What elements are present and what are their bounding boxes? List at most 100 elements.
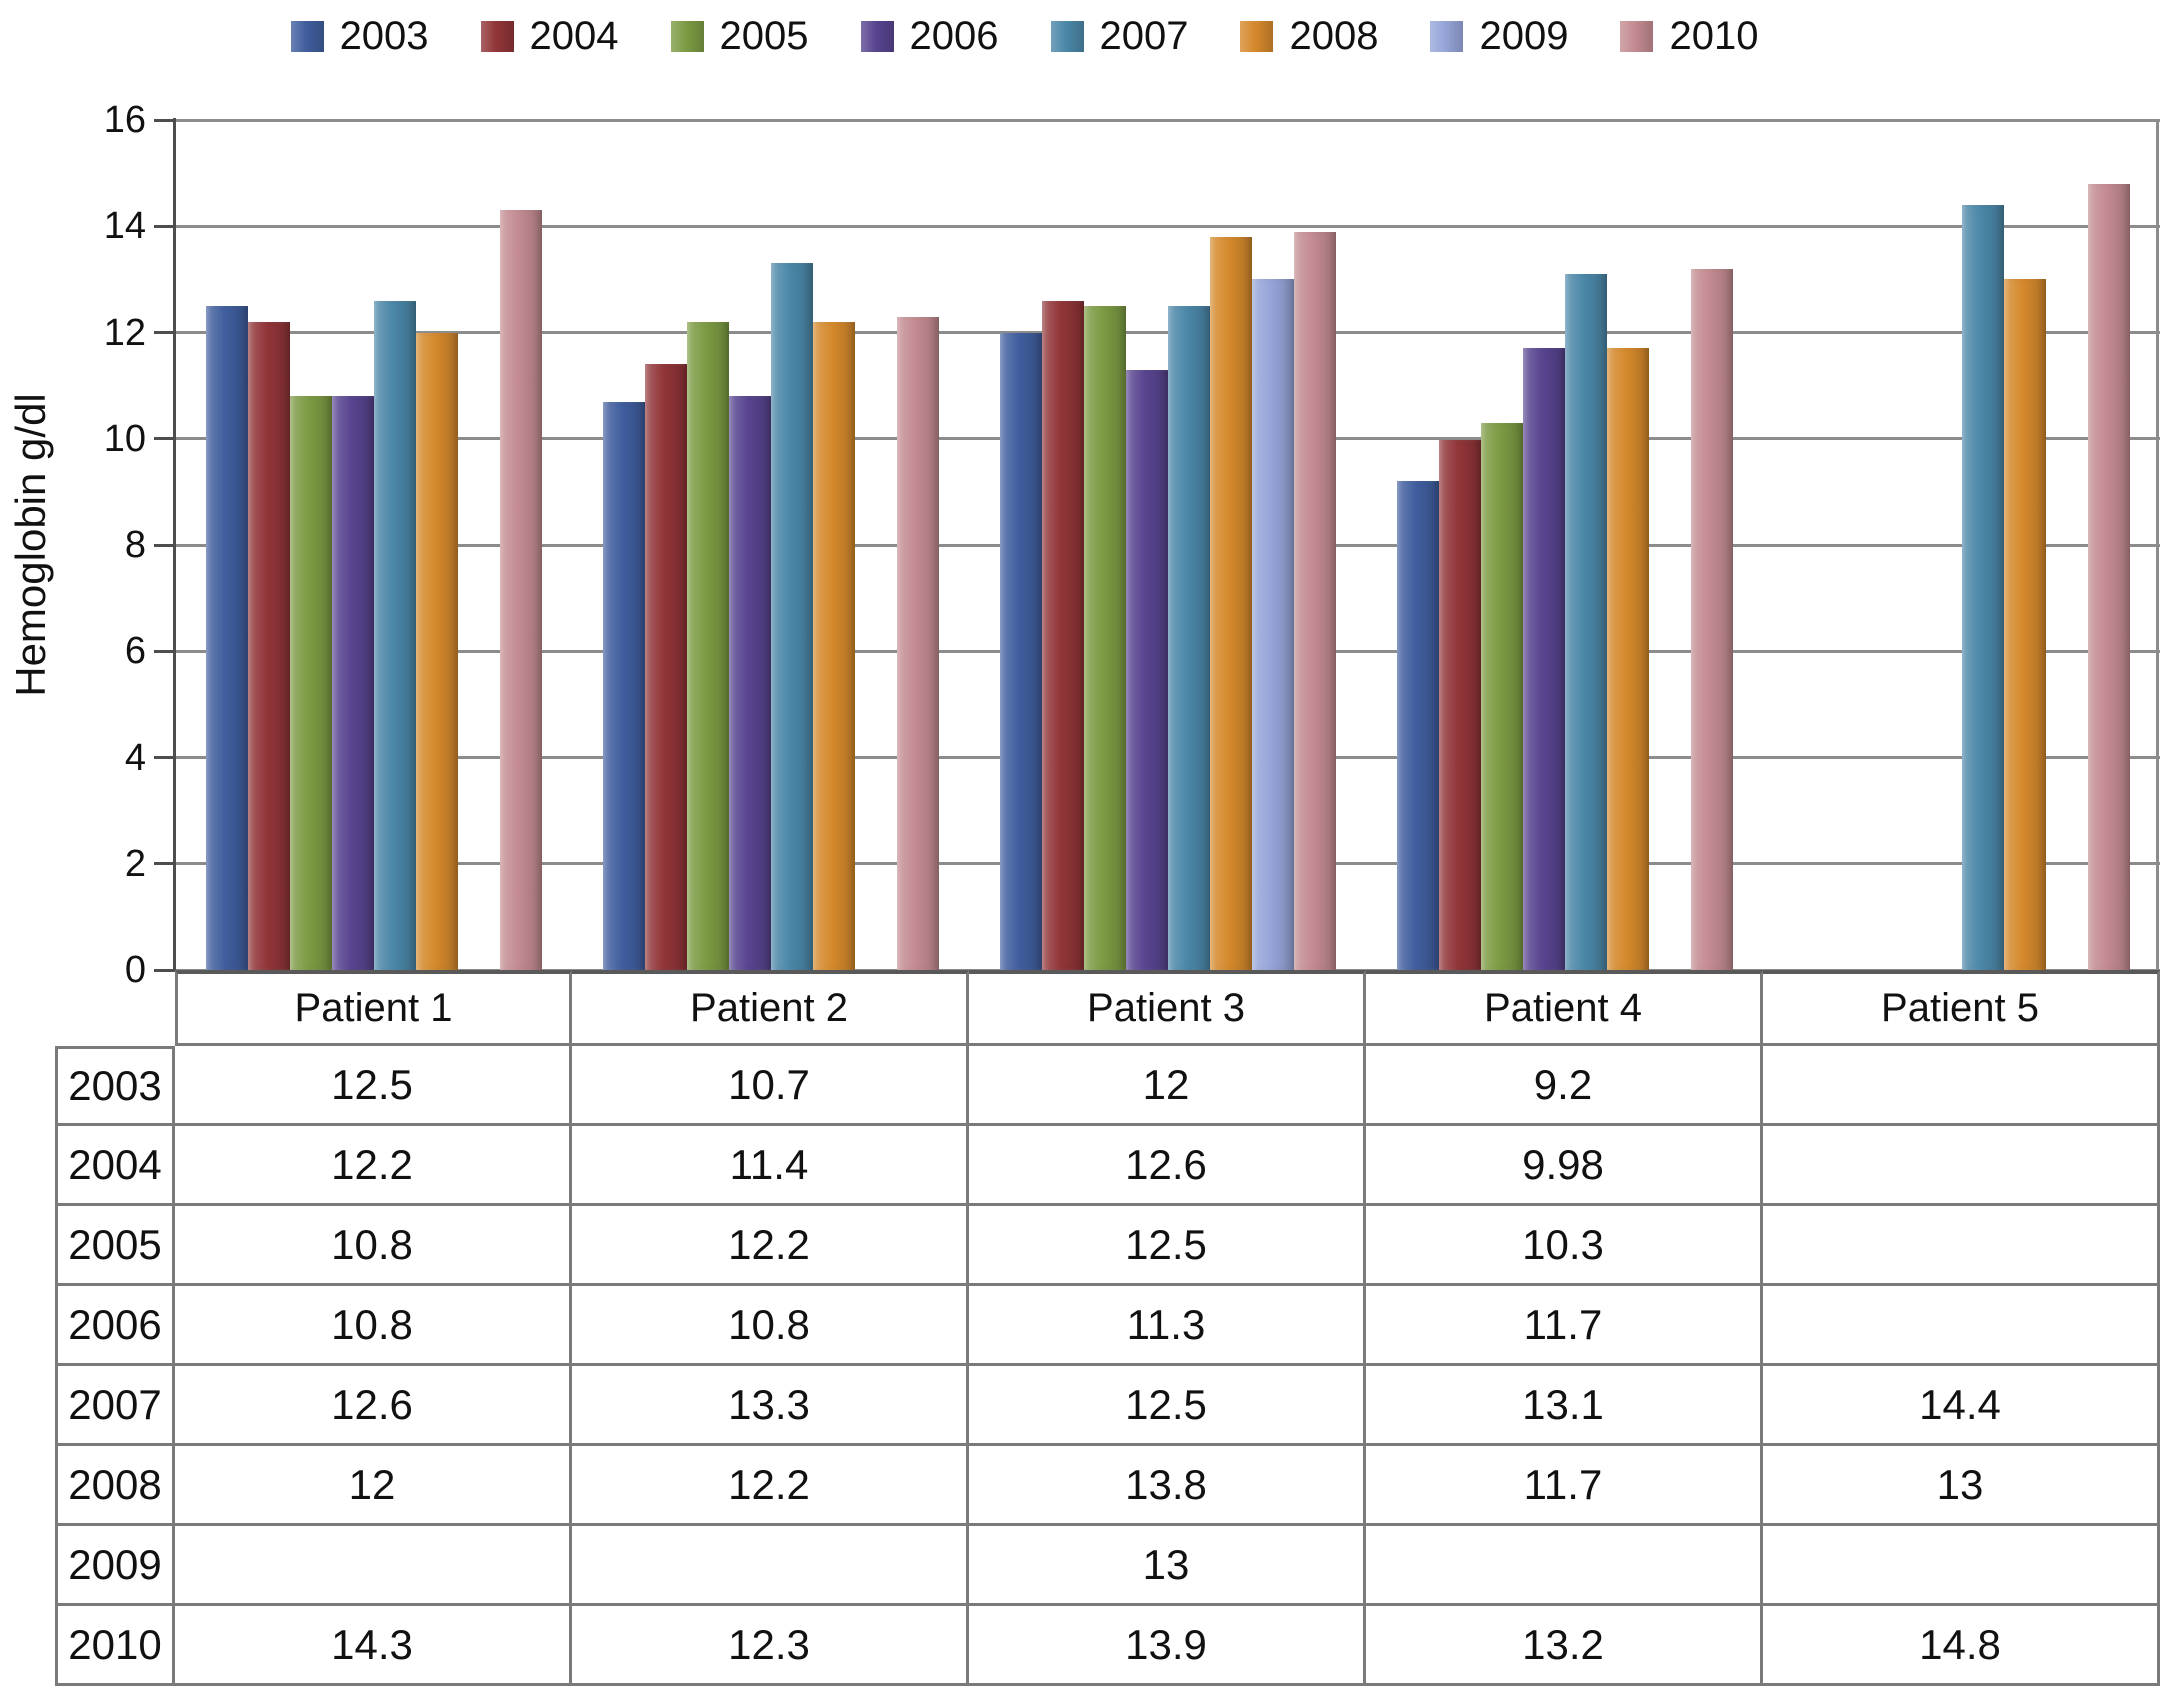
legend-swatch-icon [290, 20, 324, 52]
table-year-cell: 2003 [55, 1046, 175, 1126]
bar-patient1-2005 [289, 396, 332, 970]
table-year-cell: 2006 [55, 1286, 175, 1366]
bar-patient2-2006 [728, 396, 771, 970]
y-tick-label: 14 [103, 205, 146, 248]
bar-patient2-2003 [602, 401, 645, 970]
bar-patient1-2010 [499, 210, 542, 970]
table-value-cell: 12.2 [572, 1446, 969, 1526]
table-value-cell [1763, 1126, 2160, 1206]
bar-patient1-2007 [373, 300, 416, 970]
legend-item: 2009 [1430, 16, 1568, 56]
y-axis-line [173, 118, 176, 972]
legend-swatch-icon [1620, 20, 1654, 52]
table-value-cell: 9.98 [1366, 1126, 1763, 1206]
table-header-cell: Patient 1 [175, 970, 572, 1046]
bar-patient3-2004 [1041, 300, 1084, 970]
gridline [175, 224, 2160, 228]
legend-label: 2006 [909, 14, 999, 58]
table-value-cell: 12.6 [175, 1366, 572, 1446]
bar-patient4-2010 [1690, 268, 1733, 970]
bar-patient2-2008 [812, 321, 855, 970]
bar-patient3-2010 [1293, 231, 1336, 970]
data-table: Patient 1 Patient 2 Patient 3 Patient 4 Pati… [55, 970, 2160, 1686]
y-tick-label: 8 [124, 524, 146, 566]
legend-label: 2010 [1669, 14, 1759, 58]
table-value-cell: 12.3 [572, 1606, 969, 1686]
bar-patient5-2010 [2087, 183, 2130, 970]
table-value-cell: 12.2 [175, 1126, 572, 1206]
y-axis-tick [154, 331, 175, 334]
bar-patient3-2006 [1125, 369, 1168, 970]
legend-item: 2003 [290, 14, 429, 58]
legend-swatch-icon [670, 20, 704, 52]
y-tick-label: 0 [124, 949, 146, 991]
legend-label: 2009 [1479, 14, 1569, 58]
bar-patient2-2005 [686, 321, 729, 970]
table-value-cell: 14.4 [1763, 1366, 2160, 1446]
table-value-cell: 13.2 [1366, 1606, 1763, 1686]
bar-patient3-2003 [999, 332, 1042, 970]
bar-patient4-2006 [1522, 348, 1565, 970]
table-header-cell: Patient 3 [969, 970, 1366, 1046]
table-value-cell [1366, 1526, 1763, 1606]
bar-patient1-2004 [247, 321, 290, 970]
legend-swatch-icon [1240, 20, 1274, 52]
table-value-cell: 13 [1763, 1446, 2160, 1526]
table-year-cell: 2009 [55, 1526, 175, 1606]
y-axis-tick [154, 224, 175, 228]
table-value-cell: 12 [969, 1046, 1366, 1126]
y-axis-tick [154, 118, 175, 122]
table-value-cell: 9.2 [1366, 1046, 1763, 1126]
legend-swatch-icon [1430, 20, 1464, 52]
table-value-cell: 13.3 [572, 1366, 969, 1446]
table-header-cell: Patient 4 [1366, 970, 1763, 1046]
table-value-cell: 10.3 [1366, 1206, 1763, 1286]
table-value-cell [572, 1526, 969, 1606]
bar-patient5-2008 [2003, 279, 2046, 970]
table-value-cell [1763, 1526, 2160, 1606]
y-tick-label: 12 [103, 311, 146, 354]
y-tick-label: 6 [124, 630, 146, 673]
table-corner-cell [55, 970, 175, 1046]
bar-patient4-2005 [1480, 422, 1523, 970]
table-value-cell: 13.1 [1366, 1366, 1763, 1446]
legend-label: 2005 [719, 14, 809, 58]
bar-patient4-2003 [1396, 481, 1439, 970]
legend-label: 2007 [1099, 14, 1189, 58]
y-tick-label: 10 [103, 417, 146, 460]
table-value-cell: 12 [175, 1446, 572, 1526]
legend-swatch-icon [480, 20, 514, 52]
legend-item: 2008 [1240, 16, 1378, 56]
bar-patient3-2007 [1167, 305, 1210, 970]
table-header-cell: Patient 2 [572, 970, 969, 1046]
bar-patient4-2008 [1606, 348, 1649, 970]
table-value-cell: 12.2 [572, 1206, 969, 1286]
table-value-cell [1763, 1206, 2160, 1286]
bar-patient5-2007 [1961, 205, 2004, 970]
bar-patient2-2004 [644, 364, 687, 970]
bar-patient3-2009 [1251, 279, 1294, 970]
legend-swatch-icon [1050, 20, 1084, 52]
bar-patient1-2006 [331, 396, 374, 970]
bar-patient2-2010 [896, 316, 939, 970]
legend-item: 2010 [1620, 16, 1758, 56]
table-year-cell: 2005 [55, 1206, 175, 1286]
y-axis-tick [154, 756, 175, 759]
bar-patient1-2008 [415, 332, 458, 970]
table-value-cell: 11.4 [572, 1126, 969, 1206]
legend-swatch-icon [860, 20, 894, 52]
table-value-cell: 10.7 [572, 1046, 969, 1126]
y-axis-tick [154, 437, 175, 441]
table-value-cell: 11.3 [969, 1286, 1366, 1366]
legend-label: 2003 [339, 14, 429, 58]
table-value-cell: 13.9 [969, 1606, 1366, 1686]
y-tick-label: 2 [124, 842, 146, 885]
table-value-cell: 14.3 [175, 1606, 572, 1686]
table-value-cell [1763, 1286, 2160, 1366]
table-year-cell: 2007 [55, 1366, 175, 1446]
table-header-cell: Patient 5 [1763, 970, 2160, 1046]
y-axis-tick [154, 649, 175, 653]
legend-label: 2008 [1289, 14, 1379, 58]
y-axis-tick [154, 968, 175, 972]
